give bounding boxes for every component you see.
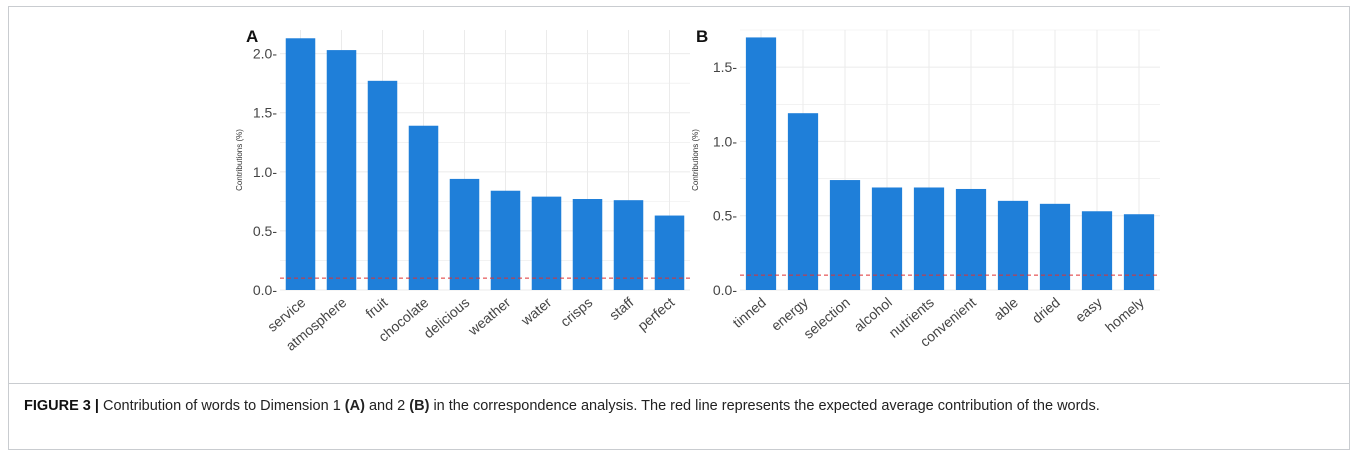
bar-delicious [449, 178, 480, 290]
caption-text-1: Contribution of words to Dimension 1 [98, 398, 345, 414]
bar-tinned [745, 37, 777, 290]
chart-panel-b: 0.0- 0.5- 1.0- 1.5- tinned energy selection alc… [690, 22, 1160, 382]
y-tick-label: 0.0- [713, 282, 737, 298]
bar-weather [490, 190, 521, 290]
y-tick-label: 1.0- [713, 133, 737, 149]
x-tick-label: easy [1072, 294, 1105, 325]
bar-dried [1039, 203, 1071, 290]
x-tick-label: staff [606, 294, 636, 323]
bar-fruit [367, 80, 398, 290]
y-tick-label: 1.5- [253, 105, 277, 121]
x-tick-label: dried [1029, 294, 1063, 326]
y-tick-label: 2.0- [253, 46, 277, 62]
bar-chocolate [408, 125, 439, 291]
caption-ref-b: (B) [409, 398, 430, 414]
caption-text-2: and 2 [364, 398, 410, 414]
x-tick-label: selection [800, 294, 853, 342]
x-tick-label: crisps [557, 294, 595, 330]
bar-energy [787, 113, 819, 290]
y-tick-label: 1.5- [713, 59, 737, 75]
bar-service [285, 38, 316, 290]
bar-staff [613, 200, 644, 290]
bar-perfect [654, 215, 685, 290]
panel-label: A [246, 27, 258, 46]
y-tick-label: 0.0- [253, 282, 277, 298]
bar-easy [1081, 211, 1113, 290]
y-axis-label: Contributions (%) [691, 129, 700, 191]
x-tick-label: water [517, 294, 555, 329]
bar-water [531, 196, 562, 290]
y-tick-label: 0.5- [713, 208, 737, 224]
panel-label: B [696, 27, 708, 46]
x-tick-label: able [990, 294, 1021, 323]
bar-convenient [955, 188, 987, 290]
bar-selection [829, 180, 861, 290]
y-tick-label: 0.5- [253, 223, 277, 239]
caption-divider [8, 383, 1350, 384]
bar-able [997, 200, 1029, 290]
x-tick-label: tinned [729, 294, 769, 331]
bar-atmosphere [326, 50, 357, 290]
x-tick-label: fruit [362, 294, 390, 321]
bar-chart-b: 0.0-0.5-1.0-1.5-tinnedenergyselectionalc… [691, 27, 1160, 350]
x-tick-label: weather [464, 294, 513, 339]
bar-crisps [572, 199, 603, 290]
y-tick-label: 1.0- [253, 164, 277, 180]
caption-ref-a: (A) [344, 398, 365, 414]
bar-homely [1123, 214, 1155, 290]
y-axis-label: Contributions (%) [235, 129, 244, 191]
x-tick-label: homely [1102, 294, 1147, 335]
figure-label: FIGURE 3 | [24, 398, 99, 414]
caption-text-3: in the correspondence analysis. The red … [429, 398, 1100, 414]
chart-panel-a: 0.0- 0.5- 1.0- 1.5- 2.0- service atmosphere fru… [230, 22, 690, 382]
figure-caption: FIGURE 3 | Contribution of words to Dime… [24, 396, 1324, 416]
x-tick-label: perfect [634, 294, 677, 334]
figure-frame [8, 6, 1350, 450]
bar-nutrients [913, 187, 945, 290]
bar-alcohol [871, 187, 903, 290]
x-tick-label: delicious [420, 294, 472, 341]
